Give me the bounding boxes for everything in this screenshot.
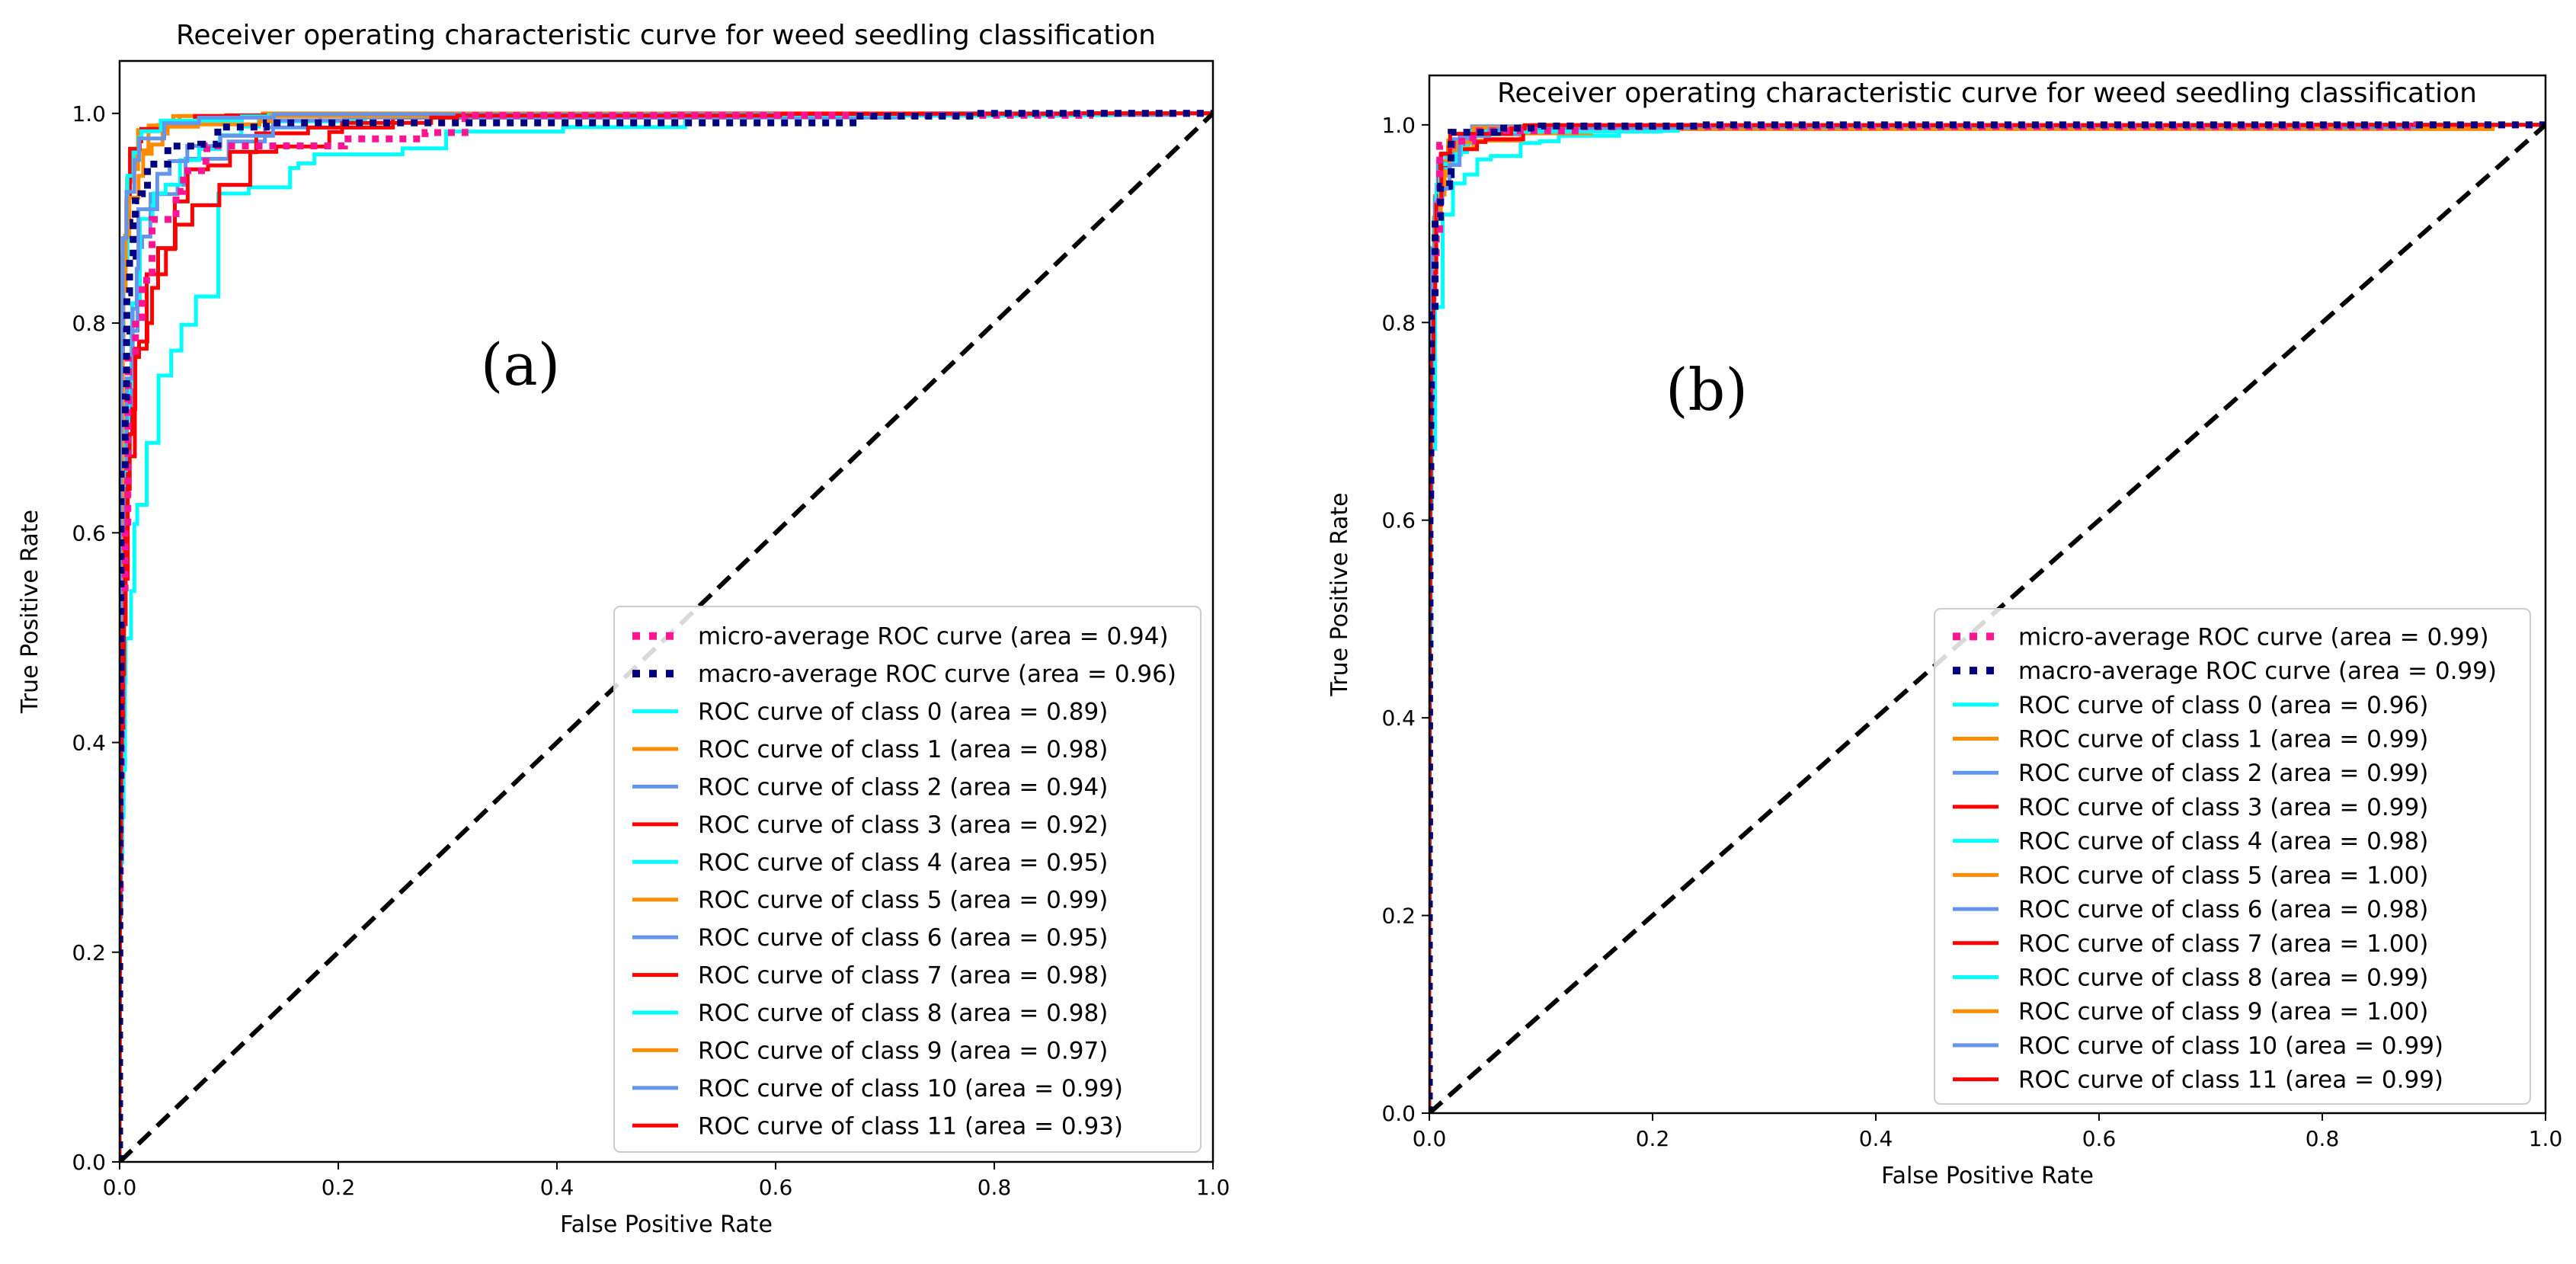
panel-label: (a) [481, 331, 561, 398]
legend-entry: ROC curve of class 8 (area = 0.99) [2018, 965, 2428, 992]
legend-entry: ROC curve of class 5 (area = 0.99) [698, 887, 1108, 914]
legend-entry: ROC curve of class 6 (area = 0.98) [2018, 896, 2428, 923]
legend-entry: ROC curve of class 0 (area = 0.89) [698, 699, 1108, 726]
x-tick-label: 0.4 [1859, 1126, 1893, 1151]
y-tick-label: 0.8 [72, 311, 106, 336]
legend-entry: ROC curve of class 7 (area = 0.98) [698, 962, 1108, 990]
legend-entry: ROC curve of class 10 (area = 0.99) [2018, 1032, 2443, 1060]
x-tick-label: 0.0 [1413, 1126, 1447, 1151]
legend-entry: macro-average ROC curve (area = 0.99) [2018, 658, 2497, 685]
panel-label: (b) [1666, 356, 1748, 424]
legend-box [1934, 608, 2531, 1105]
y-tick-label: 1.0 [72, 101, 106, 126]
legend-entry: ROC curve of class 11 (area = 0.99) [2018, 1067, 2443, 1094]
legend: micro-average ROC curve (area = 0.99) mac… [1934, 608, 2531, 1105]
y-tick-label: 0.0 [1381, 1101, 1416, 1126]
legend-entry: micro-average ROC curve (area = 0.94) [698, 623, 1169, 651]
curves [1429, 121, 2546, 1113]
legend-entry: ROC curve of class 6 (area = 0.95) [698, 924, 1108, 952]
legend-entry: ROC curve of class 2 (area = 0.94) [698, 773, 1108, 801]
series-line-macro-average [1429, 121, 2546, 1113]
legend-entry: ROC curve of class 2 (area = 0.99) [2018, 760, 2428, 787]
x-tick-label: 1.0 [2529, 1126, 2563, 1151]
series-line-class-11 [120, 111, 1213, 1162]
x-tick-label: 0.2 [322, 1175, 356, 1200]
legend-box [613, 606, 1202, 1153]
y-tick-label: 1.0 [1381, 113, 1416, 138]
legend-entry: macro-average ROC curve (area = 0.96) [698, 661, 1176, 688]
legend-entry: ROC curve of class 5 (area = 1.00) [2018, 862, 2428, 889]
legend-entry: ROC curve of class 10 (area = 0.99) [698, 1075, 1123, 1102]
legend-entry: micro-average ROC curve (area = 0.99) [2018, 623, 2489, 651]
series-line-macro-average [120, 110, 1213, 1162]
x-tick-label: 0.6 [759, 1175, 793, 1200]
legend-entry: ROC curve of class 3 (area = 0.99) [2018, 794, 2428, 821]
legend-entry: ROC curve of class 11 (area = 0.93) [698, 1112, 1123, 1140]
y-tick-label: 0.6 [72, 520, 106, 546]
x-tick-label: 0.0 [103, 1175, 137, 1200]
y-tick-label: 0.2 [72, 940, 106, 965]
legend-entry: ROC curve of class 9 (area = 0.97) [698, 1037, 1108, 1064]
chart-panel-a: Receiver operating characteristic curve … [17, 20, 1230, 1238]
legend-entry: ROC curve of class 0 (area = 0.96) [2018, 692, 2428, 719]
legend-entry: ROC curve of class 8 (area = 0.98) [698, 1000, 1108, 1027]
legend-entry: ROC curve of class 9 (area = 1.00) [2018, 998, 2428, 1026]
y-tick-label: 0.8 [1381, 310, 1416, 335]
y-tick-label: 0.6 [1381, 508, 1416, 533]
plot-frame [1428, 74, 2547, 1115]
x-axis-label: False Positive Rate [560, 1211, 773, 1238]
series-line-micro-average [1429, 121, 2546, 1113]
x-axis-label: False Positive Rate [1881, 1163, 2094, 1189]
legend-entry: ROC curve of class 1 (area = 0.99) [2018, 726, 2428, 754]
reference-diagonal-line [1429, 123, 2546, 1113]
legend: micro-average ROC curve (area = 0.94) mac… [613, 606, 1202, 1153]
legend-entry: ROC curve of class 4 (area = 0.95) [698, 849, 1108, 876]
legend-entry: ROC curve of class 7 (area = 1.00) [2018, 930, 2428, 958]
x-tick-label: 0.2 [1636, 1126, 1670, 1151]
x-tick-label: 0.4 [540, 1175, 574, 1200]
y-tick-label: 0.4 [1381, 706, 1416, 731]
legend-entry: ROC curve of class 4 (area = 0.98) [2018, 828, 2428, 856]
plot-frame [118, 59, 1214, 1163]
x-tick-label: 0.8 [2306, 1126, 2340, 1151]
y-axis-label: True Positive Rate [17, 510, 43, 714]
y-axis-label: True Positive Rate [1326, 492, 1353, 696]
legend-entry: ROC curve of class 3 (area = 0.92) [698, 811, 1108, 839]
chart-panel-b: Receiver operating characteristic curve … [1326, 74, 2563, 1189]
chart-title: Receiver operating characteristic curve … [1497, 78, 2477, 109]
x-tick-label: 1.0 [1196, 1175, 1230, 1200]
y-tick-label: 0.2 [1381, 904, 1416, 929]
x-tick-label: 0.6 [2082, 1126, 2117, 1151]
x-tick-label: 0.8 [978, 1175, 1012, 1200]
y-tick-label: 0.0 [72, 1150, 106, 1175]
legend-entry: ROC curve of class 1 (area = 0.98) [698, 736, 1108, 763]
y-tick-label: 0.4 [72, 731, 106, 756]
chart-title: Receiver operating characteristic curve … [176, 20, 1156, 51]
